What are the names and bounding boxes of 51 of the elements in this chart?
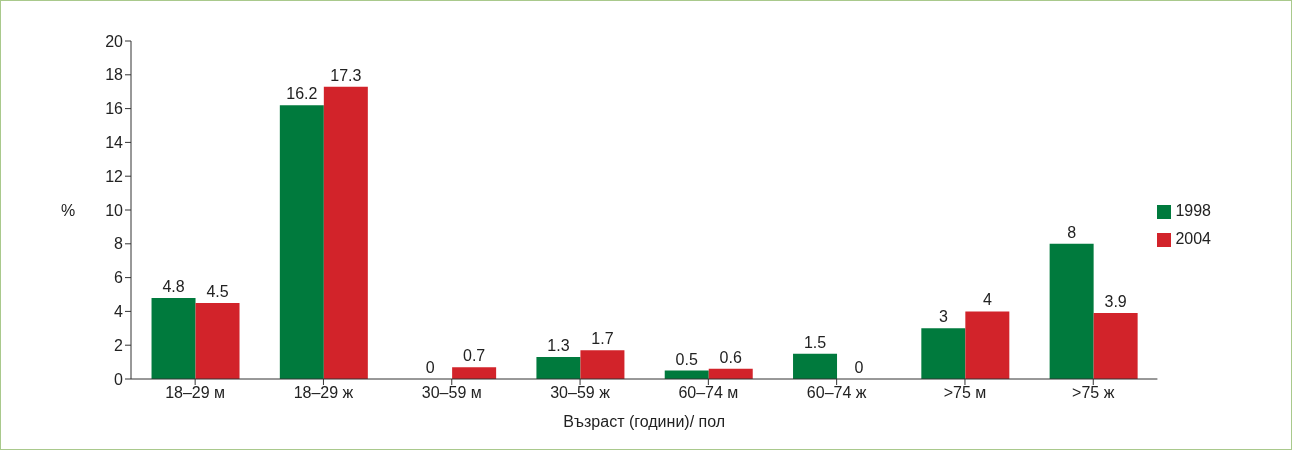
- y-tick-label: 14: [105, 134, 124, 152]
- x-tick-label: >75 м: [943, 384, 987, 402]
- data-label: 17.3: [330, 66, 362, 84]
- x-tick-label: 18–29 м: [165, 384, 226, 402]
- bar: [1093, 313, 1138, 379]
- bar: [793, 353, 838, 379]
- data-label: 4.8: [162, 277, 185, 295]
- data-label: 1.3: [547, 337, 570, 355]
- x-tick-label: 18–29 ж: [293, 384, 354, 402]
- bar: [279, 105, 324, 379]
- legend-label: 2004: [1175, 230, 1211, 247]
- bar: [921, 328, 966, 379]
- y-tick-label: 2: [114, 336, 124, 354]
- y-tick-label: 4: [114, 303, 124, 321]
- data-label: 4: [982, 291, 992, 309]
- x-tick-label: >75 ж: [1072, 384, 1115, 402]
- y-tick-label: 6: [114, 269, 124, 287]
- data-label: 1.5: [803, 333, 827, 351]
- data-label: 0.6: [719, 348, 742, 366]
- x-tick-label: 30–59 м: [421, 384, 482, 402]
- bar: [323, 86, 368, 379]
- x-tick-label: 30–59 ж: [550, 384, 611, 402]
- y-tick-label: 18: [105, 66, 124, 84]
- bar: [580, 350, 625, 379]
- data-label: 0: [425, 358, 435, 376]
- data-label: 3: [938, 308, 948, 326]
- data-label: 0: [854, 358, 864, 376]
- bar: [1049, 243, 1094, 379]
- x-axis-title: Възраст (години)/ пол: [563, 413, 726, 430]
- legend-label: 1998: [1175, 202, 1211, 219]
- y-tick-label: 12: [105, 167, 124, 185]
- x-tick-label: 60–74 м: [678, 384, 739, 402]
- data-label: 4.5: [206, 282, 229, 300]
- data-label: 1.7: [591, 330, 614, 348]
- data-label: 0.7: [463, 347, 486, 365]
- bar: [536, 357, 581, 379]
- bar: [965, 311, 1010, 379]
- y-tick-label: 20: [105, 32, 124, 50]
- y-tick-label: 0: [114, 370, 124, 388]
- y-tick-label: 10: [105, 201, 124, 219]
- bar: [452, 367, 497, 379]
- y-tick-label: 8: [114, 235, 124, 253]
- data-label: 16.2: [286, 85, 318, 103]
- bar: [151, 297, 196, 379]
- y-tick-label: 16: [105, 100, 124, 118]
- data-label: 8: [1067, 223, 1077, 241]
- data-label: 0.5: [675, 350, 698, 368]
- data-label: 3.9: [1104, 293, 1127, 311]
- x-tick-label: 60–74 ж: [806, 384, 867, 402]
- y-axis-title: %: [61, 201, 76, 219]
- bar: [195, 302, 240, 379]
